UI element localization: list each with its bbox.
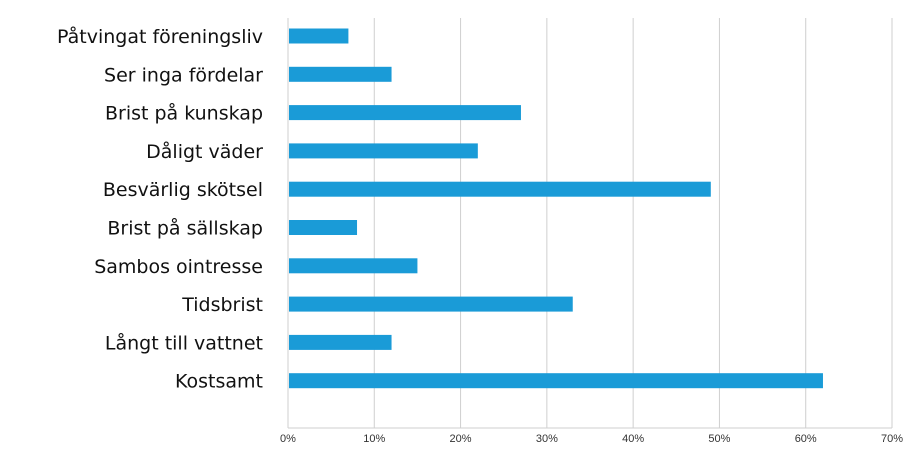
x-tick-label: 0% xyxy=(280,433,296,445)
category-label: Kostsamt xyxy=(175,371,263,393)
category-label: Dåligt väder xyxy=(146,140,263,163)
bar xyxy=(289,181,711,197)
gridlines xyxy=(373,18,893,428)
x-tick-label: 10% xyxy=(363,433,385,445)
category-label: Besvärlig skötsel xyxy=(103,179,263,201)
category-label: Sambos ointresse xyxy=(94,256,263,278)
bar xyxy=(289,258,418,274)
bar xyxy=(289,334,392,350)
bar xyxy=(289,66,392,82)
bar xyxy=(289,143,478,159)
category-label: Påtvingat föreningsliv xyxy=(57,25,263,48)
x-tick-labels: 0% 10% 20% 30% 40% 50% 60% 70% xyxy=(280,433,903,445)
x-tick-label: 40% xyxy=(622,433,644,445)
bar xyxy=(289,296,573,312)
category-labels: Påtvingat föreningsliv Ser inga fördelar B… xyxy=(57,25,263,393)
x-tick-label: 20% xyxy=(450,433,472,445)
bar xyxy=(289,105,521,121)
category-label: Långt till vattnet xyxy=(105,331,263,354)
bar xyxy=(289,220,358,235)
bar xyxy=(289,28,349,44)
bars xyxy=(289,28,823,389)
category-label: Brist på sällskap xyxy=(107,217,263,240)
x-tick-label: 50% xyxy=(708,433,730,445)
bar xyxy=(289,373,823,389)
x-tick-label: 60% xyxy=(795,433,817,445)
category-label: Ser inga fördelar xyxy=(104,64,263,86)
x-tick-label: 70% xyxy=(881,433,903,445)
category-label: Brist på kunskap xyxy=(105,102,263,125)
category-label: Tidsbrist xyxy=(181,294,263,316)
x-tick-label: 30% xyxy=(536,433,558,445)
